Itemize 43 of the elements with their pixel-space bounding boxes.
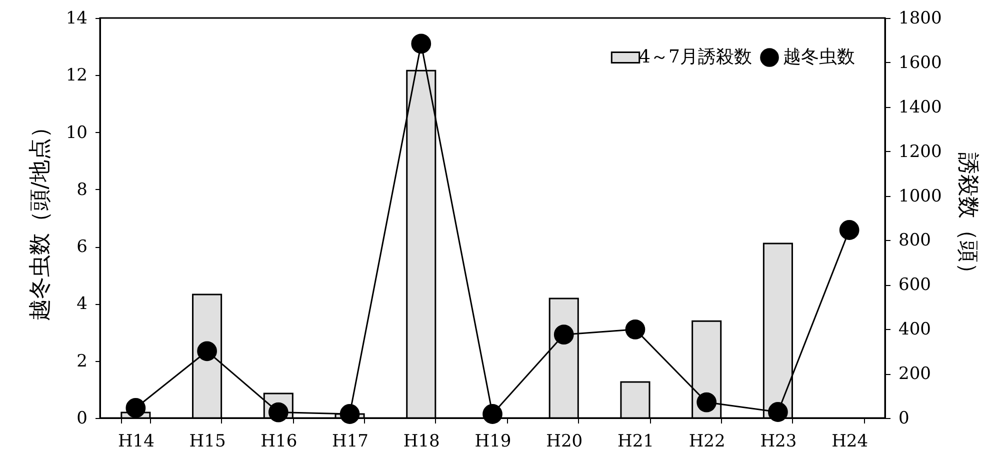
y-tick-label: 14: [66, 8, 88, 28]
y-tick-label: 0: [76, 408, 88, 428]
legend-label: 4～7月誘殺数: [639, 46, 752, 68]
y2-tick-label: 1200: [898, 142, 942, 162]
point: [625, 320, 646, 340]
x-tick-label: H17: [332, 432, 369, 452]
point: [554, 324, 574, 344]
point: [482, 404, 502, 424]
x-tick-label: H18: [403, 432, 440, 452]
y2-tick-label: 0: [898, 408, 910, 428]
y2-tick-label: 1400: [898, 97, 942, 118]
y-tick-label: 2: [76, 351, 88, 372]
x-tick-label: H20: [546, 432, 583, 452]
y2-tick-label: 1000: [898, 186, 942, 206]
point: [340, 404, 360, 424]
x-tick-label: H15: [189, 432, 226, 452]
point: [126, 398, 146, 418]
y-tick-label: 4: [76, 294, 88, 314]
y-tick-label: 6: [76, 237, 88, 258]
point: [197, 341, 217, 362]
x-tick-label: H21: [617, 432, 654, 452]
y2-tick-label: 1600: [898, 52, 942, 73]
x-tick-label: H24: [832, 432, 868, 452]
y2-tick-label: 400: [898, 320, 931, 340]
x-tick-label: H23: [760, 432, 797, 452]
x-tick-label: H19: [474, 432, 512, 452]
point: [696, 392, 717, 412]
y2-tick-label: 1800: [898, 8, 942, 28]
y-axis-title: 越冬虫数（頭/地点）: [28, 116, 53, 322]
point: [411, 34, 432, 54]
x-tick-label: H14: [118, 432, 154, 452]
x-tick-label: H16: [260, 432, 298, 452]
y2-tick-label: 600: [898, 275, 931, 296]
y2-axis-title: 誘殺数（頭）: [954, 152, 980, 284]
y2-tick-label: 200: [898, 364, 931, 384]
x-tick-label: H22: [688, 432, 726, 452]
point: [768, 402, 788, 422]
y-tick-label: 8: [76, 180, 88, 200]
point: [839, 220, 860, 240]
y-tick-label: 12: [66, 66, 88, 86]
legend-label: 越冬虫数: [783, 46, 855, 68]
y2-tick-label: 800: [898, 230, 931, 251]
y-tick-label: 10: [66, 122, 88, 143]
